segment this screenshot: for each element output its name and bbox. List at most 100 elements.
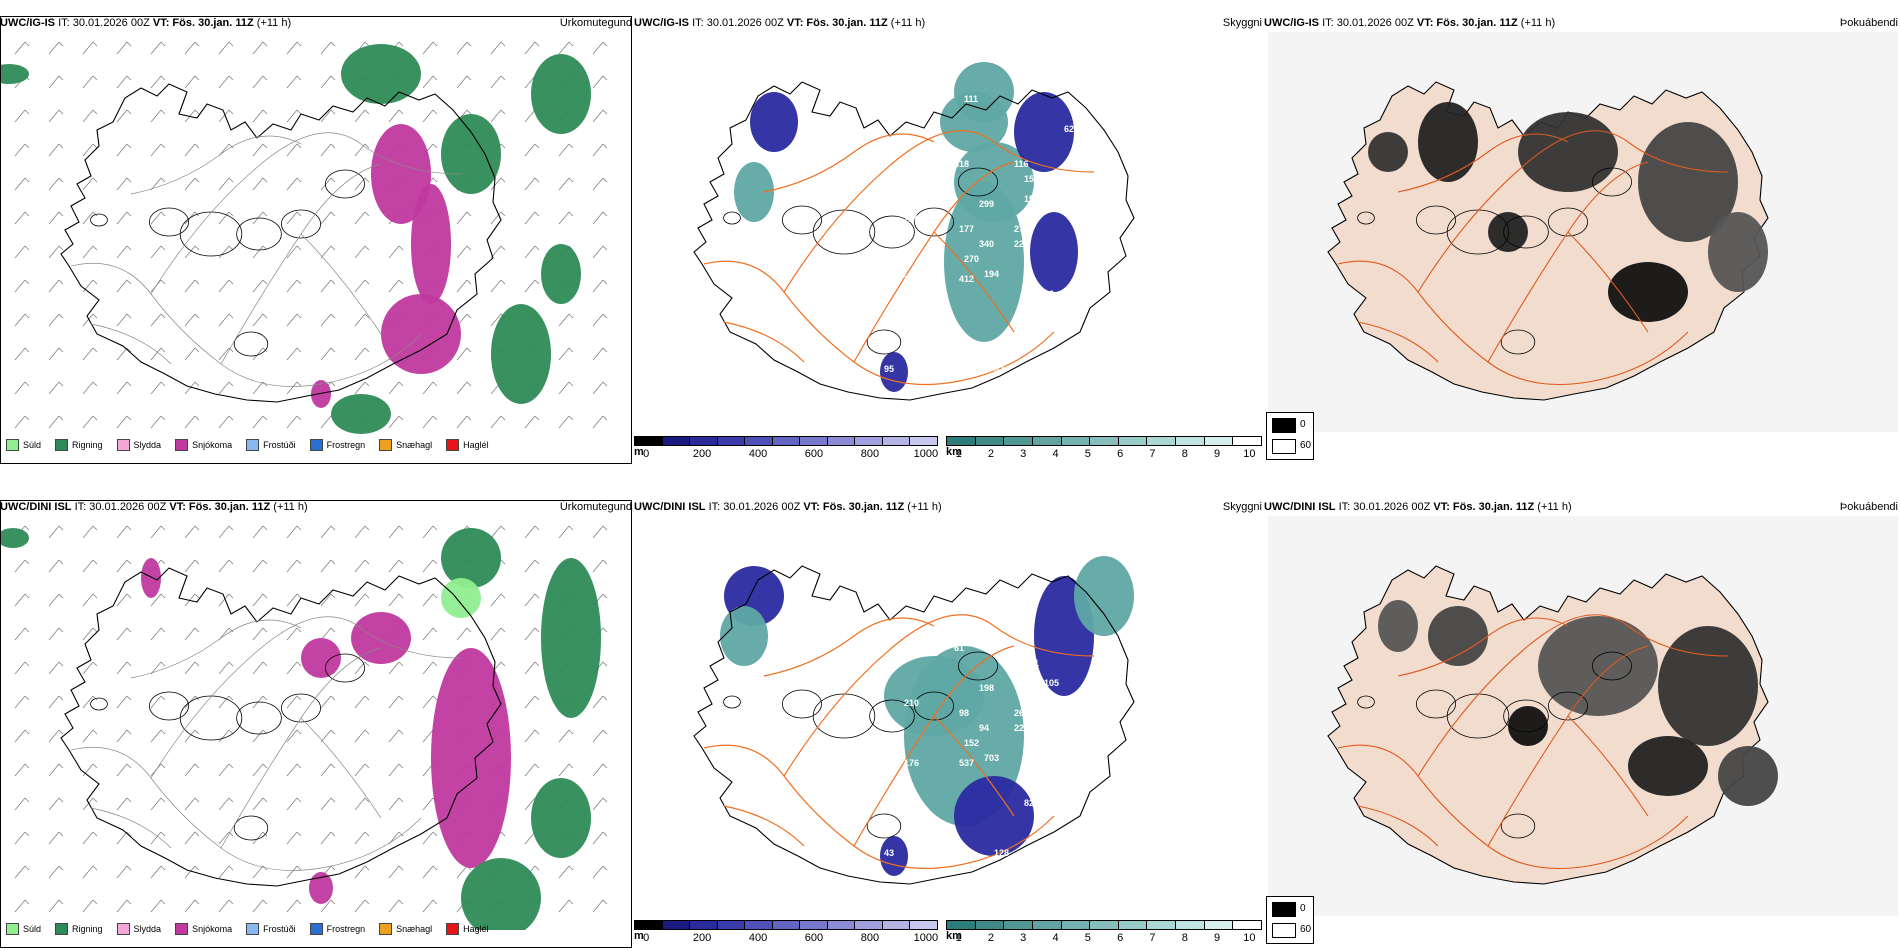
colorbar-segment (1004, 921, 1033, 929)
precip-map-frame (0, 500, 632, 948)
colorbar-tick-label: 4 (1052, 448, 1059, 460)
model-name: UWC/IG-IS (1264, 17, 1319, 29)
model-name: UWC/DINI ISL (0, 501, 72, 513)
ceiling-unit: m (634, 930, 644, 942)
colorbar-segment (1176, 921, 1205, 929)
colorbar-segment (1204, 921, 1234, 929)
colorbar-segment (717, 921, 746, 929)
precip-legend-item: Frostregn (309, 923, 366, 935)
colorbar-tick-label: 2 (987, 448, 994, 460)
colorbar-segment (1233, 921, 1262, 929)
colorbar-segment (855, 921, 883, 929)
ceiling-value-label: 703 (984, 753, 999, 763)
visibility-unit: km (946, 446, 962, 458)
ceiling-value-label: 299 (764, 728, 779, 738)
colorbar-segment (947, 437, 976, 445)
ceiling-value-label: 69 (1034, 808, 1044, 818)
legend-swatch (55, 439, 69, 451)
valid-time: VT: Fös. 30.jan. 11Z (803, 501, 905, 513)
fog-legend-high-swatch (1272, 902, 1296, 917)
colorbar-tick-label: 10 (1243, 932, 1256, 944)
legend-label: Haglél (463, 924, 489, 934)
colorbar-segment (1090, 437, 1119, 445)
legend-label: Snjókoma (192, 440, 233, 450)
ceiling-colorbar-bar (634, 436, 938, 446)
panel-header: UWC/IG-IS IT: 30.01.2026 00Z VT: Fös. 30… (1264, 14, 1900, 32)
precip-legend-item: Súld (6, 439, 41, 451)
fog-legend-low-swatch (1272, 923, 1296, 938)
roads (70, 132, 462, 387)
valid-time: VT: Fös. 30.jan. 11Z (1433, 501, 1535, 513)
colorbar-segment (662, 921, 691, 929)
lead-time: (+11 h) (890, 17, 926, 29)
colorbar-segment (662, 437, 691, 445)
legend-swatch (116, 923, 130, 935)
init-time: IT: 30.01.2026 00Z (1322, 17, 1417, 29)
ceiling-value-label: 128 (994, 848, 1009, 858)
iceland-coastline (693, 81, 1135, 401)
panel-header: UWC/IG-IS IT: 30.01.2026 00Z VT: Fös. 30… (634, 14, 1264, 32)
ceiling-colorbar-ticks: 0 200 400 600 800 1000 (634, 448, 938, 462)
ceiling-value-label: 176 (904, 758, 919, 768)
visibility-colorbar-bar (946, 920, 1262, 930)
colorbar-tick-label: 5 (1084, 448, 1091, 460)
ceiling-value-label: 82 (1044, 289, 1054, 299)
ceiling-value-label: 210 (904, 698, 919, 708)
precip-legend-item: Snæhagl (379, 923, 432, 935)
colorbar-tick-label: 3 (1020, 932, 1027, 944)
colorbar-tick-label: 200 (692, 448, 712, 460)
fog-areas (1378, 600, 1778, 806)
colorbar-segment (1147, 921, 1177, 929)
ceiling-value-label: 275 (1014, 224, 1029, 234)
colorbar-tick-label: 1000 (913, 932, 939, 944)
visibility-colorbar-ticks: 1 2 3 4 5 6 7 8 9 10 (946, 448, 1262, 462)
colorbar-tick-label: 9 (1213, 448, 1221, 460)
ceiling-value-label: 227 (1014, 723, 1029, 733)
lead-time: (+11 h) (907, 501, 942, 513)
panel-header: UWC/DINI ISL IT: 30.01.2026 00Z VT: Fös.… (634, 498, 1264, 516)
ceiling-value-label: 116 (1014, 159, 1029, 169)
panel-title: Skyggni (1222, 501, 1262, 513)
legend-label: Slydda (133, 924, 162, 934)
colorbar-segment (1090, 921, 1119, 929)
precip-legend-item: Snjókoma (175, 923, 232, 935)
colorbar-segment (1061, 437, 1091, 445)
ceiling-value-label: 326 (764, 244, 779, 254)
colorbar-segment (772, 921, 801, 929)
colorbar-segment (1004, 437, 1033, 445)
visibility-areas (734, 62, 1078, 392)
ceiling-value-label: 451 (924, 334, 939, 344)
precip-legend-item: Snæhagl (379, 439, 432, 451)
colorbar-tick-label: 3 (1020, 448, 1027, 460)
colorbar-segment (855, 437, 883, 445)
precip-legend-item: Frostúði (246, 439, 296, 451)
visibility-colorbar-bar (946, 436, 1262, 446)
legend-swatch (55, 923, 69, 935)
fog-legend-low-label: 60 (1300, 440, 1312, 451)
colorbar-segment (947, 921, 976, 929)
legend-label: Súld (23, 440, 42, 450)
visibility-panel: UWC/IG-IS IT: 30.01.2026 00Z VT: Fös. 30… (634, 14, 1264, 464)
precip-legend-item: Súld (6, 923, 41, 935)
model-name: UWC/IG-IS (634, 17, 689, 29)
fog-legend: 0 60 (1266, 896, 1314, 944)
panel-title: Þokuábendi (1839, 17, 1898, 29)
legend-swatch (309, 923, 323, 935)
colorbar-tick-label: 600 (804, 448, 824, 460)
visibility-unit: km (946, 930, 962, 942)
colorbar-tick-label: 8 (1181, 932, 1188, 944)
legend-label: Frostúði (263, 924, 296, 934)
colorbar-tick-label: 6 (1117, 932, 1124, 944)
colorbar-segment (800, 921, 828, 929)
colorbar-segment (717, 437, 746, 445)
colorbar-segment (1118, 437, 1148, 445)
colorbar-segment (745, 437, 773, 445)
legend-label: Frostregn (326, 924, 366, 934)
colorbar-segment (690, 437, 718, 445)
ceiling-value-label: 193 (1024, 194, 1039, 204)
ceiling-colorbar-ticks: 0 200 400 600 800 1000 (634, 932, 938, 946)
legend-swatch (446, 439, 460, 451)
legend-label: Súld (23, 924, 42, 934)
legend-label: Snæhagl (396, 440, 433, 450)
fog-areas (1368, 102, 1768, 322)
